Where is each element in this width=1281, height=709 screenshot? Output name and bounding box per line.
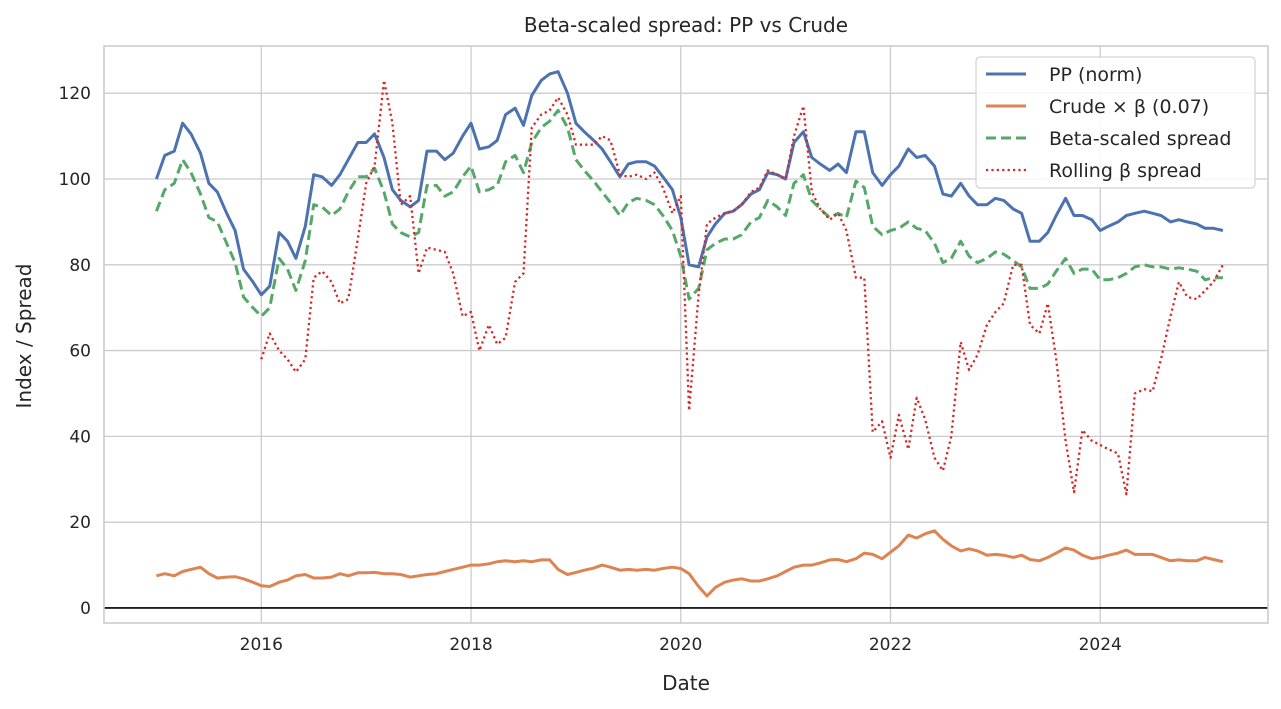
y-tick-label: 120	[59, 84, 91, 104]
x-tick-label: 2018	[449, 635, 492, 655]
y-tick-label: 80	[69, 256, 91, 276]
x-tick-label: 2022	[869, 635, 912, 655]
y-tick-label: 0	[80, 599, 91, 619]
y-tick-label: 60	[69, 342, 91, 362]
series-line-1	[154, 70, 1224, 297]
x-tick-label: 2020	[659, 635, 702, 655]
series-line-2	[156, 529, 1224, 598]
legend: PP (norm) Crude × β (0.07) Beta-scaled spr…	[975, 56, 1256, 189]
x-axis-title: Date	[662, 671, 710, 695]
legend-label-2: Crude × β (0.07)	[1049, 96, 1209, 118]
series-line-3	[155, 108, 1223, 318]
tick-labels: 2016 2018 2020 2022 2024 0 20 40 60 80 100 120	[59, 84, 1122, 655]
legend-label-1: PP (norm)	[1049, 64, 1142, 86]
y-tick-label: 40	[69, 427, 91, 447]
series-line-4	[260, 79, 1224, 496]
plot-frame	[103, 45, 1269, 624]
y-tick-label: 20	[69, 513, 91, 533]
y-axis-title: Index / Spread	[12, 264, 36, 409]
y-tick-label: 100	[59, 170, 91, 190]
x-tick-label: 2016	[240, 635, 283, 655]
chart-title: Beta-scaled spread: PP vs Crude	[524, 13, 848, 37]
plot-border	[103, 45, 1269, 624]
x-tick-label: 2024	[1079, 635, 1122, 655]
legend-box	[975, 56, 1256, 189]
legend-label-3: Beta-scaled spread	[1049, 128, 1231, 150]
legend-label-4: Rolling β spread	[1049, 160, 1202, 182]
series-lines	[104, 70, 1268, 609]
